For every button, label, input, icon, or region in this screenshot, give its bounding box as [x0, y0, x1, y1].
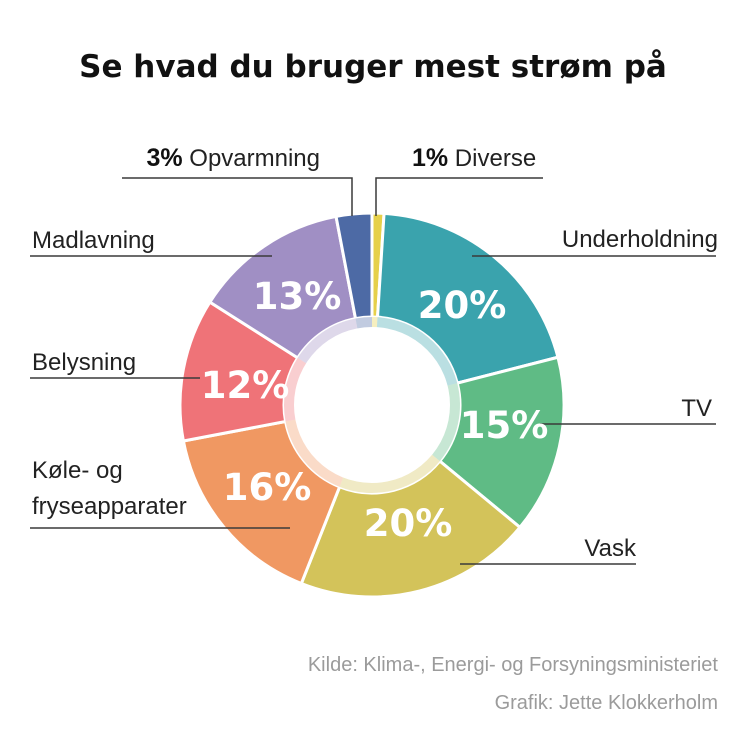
value-label-underholdning: 20% [418, 284, 507, 327]
donut-hole [294, 327, 450, 483]
label-diverse: 1% Diverse [412, 144, 536, 172]
label-vask: Vask [584, 535, 637, 562]
label-tv: TV [681, 395, 712, 422]
leader-lines [30, 177, 716, 565]
value-label-tv: 15% [460, 404, 549, 447]
category-labels: 1% Diverse Underholdning 20% TV 15% Vask 20% Kø… [32, 144, 718, 562]
leader-opvarmning [122, 177, 353, 216]
label-line-underholdning: Underholdning [562, 226, 718, 253]
value-label-madlavning: 13% [253, 275, 342, 318]
label-line-vask: Vask [584, 535, 637, 562]
label-line-madlavning: Madlavning [32, 227, 155, 254]
label-line-kole-og-fryseapparater: fryseapparater [32, 493, 187, 520]
source-credit: Kilde: Klima-, Energi- og Forsyningsmini… [308, 654, 719, 676]
value-label-diverse: 1% [412, 144, 448, 172]
category-name-opvarmning: Opvarmning [183, 145, 320, 172]
value-label-vask: 20% [364, 502, 453, 545]
graphic-credit: Grafik: Jette Klokkerholm [495, 692, 718, 714]
label-line-kole-og-fryseapparater: Køle- og [32, 457, 123, 484]
leader-diverse [375, 177, 543, 216]
donut-center-rings [284, 317, 460, 494]
slice-vask [299, 458, 523, 599]
label-underholdning: Underholdning [562, 226, 718, 253]
label-opvarmning: 3% Opvarmning [146, 144, 320, 172]
label-belysning: Belysning [32, 349, 136, 376]
chart-title: Se hvad du bruger mest strøm på [79, 49, 667, 85]
donut-slices [178, 211, 566, 599]
label-kole-og-fryseapparater: Køle- og fryseapparater [32, 457, 187, 520]
value-label-opvarmning: 3% [146, 144, 182, 172]
category-name-diverse: Diverse [448, 145, 536, 172]
slice-opvarmning [334, 211, 374, 321]
value-label-kole-og-fryseapparater: 16% [223, 466, 312, 509]
label-madlavning: Madlavning [32, 227, 155, 254]
value-label-belysning: 12% [201, 364, 290, 407]
ring-vask [339, 452, 440, 494]
slice-underholdning [375, 211, 560, 385]
slice-kole-og-fryseapparater [181, 419, 342, 586]
label-line-belysning: Belysning [32, 349, 136, 376]
label-line-tv: TV [681, 395, 712, 422]
